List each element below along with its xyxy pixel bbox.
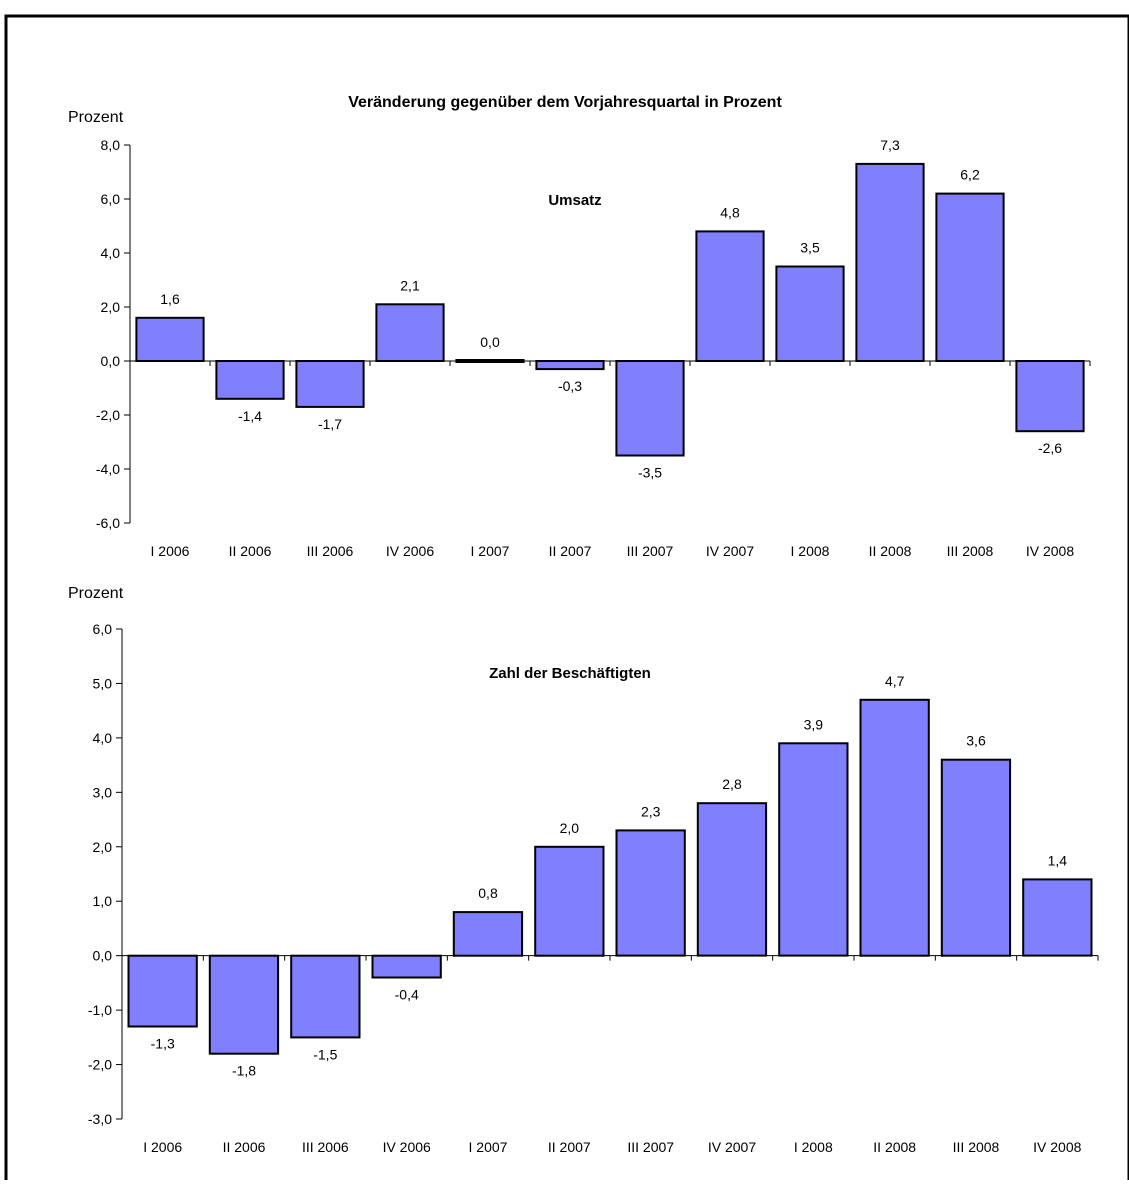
bar [215, 360, 285, 400]
x-tick-label: IV 2008 [1026, 543, 1074, 559]
data-label: 6,2 [960, 167, 980, 183]
x-tick-label: III 2006 [307, 543, 354, 559]
x-tick-label: III 2007 [627, 543, 674, 559]
bar [135, 316, 205, 362]
x-tick-label: II 2006 [223, 1139, 266, 1155]
x-tick-label: I 2006 [151, 543, 190, 559]
bar [1022, 878, 1093, 957]
data-label: 4,7 [885, 673, 905, 689]
y-tick-label: -3,0 [88, 1111, 112, 1127]
bar [855, 162, 925, 362]
x-tick-label: I 2008 [794, 1139, 833, 1155]
x-tick-label: I 2007 [471, 543, 510, 559]
data-label: 2,0 [560, 820, 580, 836]
frame-border [4, 14, 1129, 1185]
bar [778, 742, 849, 957]
x-tick-label: II 2008 [869, 543, 912, 559]
x-tick-label: I 2007 [469, 1139, 508, 1155]
data-label: 3,6 [966, 733, 986, 749]
x-tick-label: IV 2008 [1033, 1139, 1081, 1155]
bar [695, 230, 765, 362]
y-tick-label: -4,0 [96, 461, 120, 477]
bar [375, 303, 445, 362]
data-label: -0,3 [558, 378, 582, 394]
data-label: 2,3 [641, 803, 661, 819]
y-axis-label: Prozent [68, 585, 124, 602]
data-label: -3,5 [638, 465, 662, 481]
x-tick-label: II 2008 [873, 1139, 916, 1155]
data-label: 4,8 [720, 204, 740, 220]
bar [534, 845, 605, 957]
bar [940, 758, 1012, 957]
chart-title: Zahl der Beschäftigten [489, 665, 651, 682]
chart-title: Umsatz [548, 192, 601, 209]
x-tick-label: II 2007 [549, 543, 592, 559]
y-tick-label: 1,0 [93, 893, 113, 909]
beschaeftigte-chart: Prozent Zahl der Beschäftigten -1,3 I 2006 -… [68, 585, 1099, 1155]
data-label: -1,8 [232, 1063, 256, 1079]
bar [127, 954, 198, 1028]
data-label: 0,0 [480, 334, 500, 350]
bar [696, 802, 768, 957]
x-tick-label: II 2007 [548, 1139, 591, 1155]
y-tick-label: 8,0 [101, 137, 121, 153]
y-tick-label: 0,0 [93, 948, 113, 964]
x-tick-label: IV 2006 [386, 543, 434, 559]
x-tick-label: I 2006 [143, 1139, 182, 1155]
bar [615, 360, 685, 457]
umsatz-chart: Prozent Umsatz 1,6 I 2006 -1,4 II 2006 -1,7 III… [68, 109, 1091, 559]
y-tick-label: 5,0 [93, 675, 113, 691]
data-label: 7,3 [880, 137, 900, 153]
bar [859, 698, 930, 957]
x-tick-label: I 2008 [791, 543, 830, 559]
x-tick-label: III 2006 [302, 1139, 349, 1155]
data-label: 2,8 [722, 776, 742, 792]
x-tick-label: II 2006 [229, 543, 272, 559]
x-tick-label: III 2008 [947, 543, 994, 559]
bar [535, 360, 605, 371]
data-label: 3,9 [804, 716, 824, 732]
bar [452, 911, 524, 957]
data-label: -2,6 [1038, 440, 1062, 456]
x-tick-label: III 2007 [627, 1139, 674, 1155]
data-label: 3,5 [800, 240, 820, 256]
data-label: -0,4 [395, 986, 419, 1002]
y-axis-label: Prozent [68, 109, 124, 126]
y-tick-label: 0,0 [101, 353, 121, 369]
y-tick-label: 4,0 [101, 245, 121, 261]
bar [295, 360, 365, 408]
y-tick-label: -1,0 [88, 1002, 112, 1018]
bar [290, 954, 361, 1039]
bar [935, 192, 1005, 362]
y-tick-label: -2,0 [96, 407, 120, 423]
bar [775, 265, 845, 362]
y-tick-label: 2,0 [93, 839, 113, 855]
y-tick-label: -6,0 [96, 515, 120, 531]
y-tick-label: -2,0 [88, 1057, 112, 1073]
data-label: 0,8 [478, 885, 498, 901]
x-tick-label: IV 2007 [708, 1139, 756, 1155]
data-label: -1,7 [318, 416, 342, 432]
y-tick-label: 6,0 [101, 191, 121, 207]
x-tick-label: III 2008 [953, 1139, 1000, 1155]
data-label: 1,6 [160, 291, 180, 307]
bar [615, 829, 686, 957]
x-tick-label: IV 2006 [383, 1139, 431, 1155]
data-label: -1,4 [238, 408, 262, 424]
y-tick-label: 4,0 [93, 730, 113, 746]
main-title: Veränderung gegenüber dem Vorjahresquart… [348, 94, 782, 111]
y-tick-label: 3,0 [93, 784, 113, 800]
data-label: -1,5 [313, 1046, 337, 1062]
y-tick-label: 2,0 [101, 299, 121, 315]
data-label: -1,3 [151, 1035, 175, 1051]
bar [208, 954, 280, 1055]
bar [1015, 360, 1085, 433]
x-tick-label: IV 2007 [706, 543, 754, 559]
data-label: 1,4 [1048, 852, 1068, 868]
data-label: 2,1 [400, 277, 420, 293]
y-tick-label: 6,0 [93, 621, 113, 637]
bar [371, 954, 442, 979]
